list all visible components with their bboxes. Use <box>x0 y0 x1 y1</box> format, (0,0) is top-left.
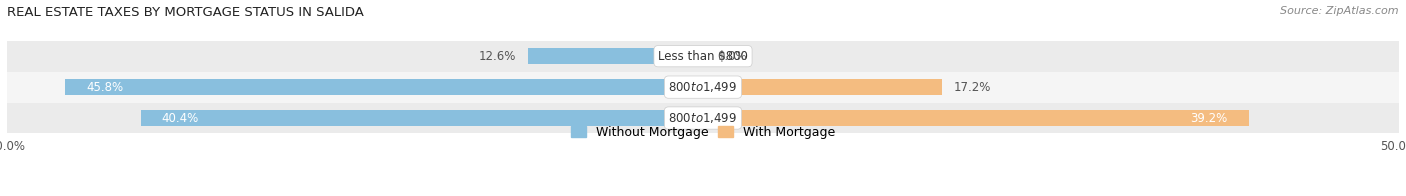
Bar <box>7 41 1399 72</box>
Text: Less than $800: Less than $800 <box>658 50 748 63</box>
Legend: Without Mortgage, With Mortgage: Without Mortgage, With Mortgage <box>571 126 835 139</box>
Bar <box>527 48 703 64</box>
Text: REAL ESTATE TAXES BY MORTGAGE STATUS IN SALIDA: REAL ESTATE TAXES BY MORTGAGE STATUS IN … <box>7 6 364 19</box>
Text: 12.6%: 12.6% <box>479 50 516 63</box>
Bar <box>66 79 703 95</box>
Text: 40.4%: 40.4% <box>162 112 198 124</box>
Text: Source: ZipAtlas.com: Source: ZipAtlas.com <box>1281 6 1399 16</box>
Bar <box>703 110 1249 126</box>
Text: 17.2%: 17.2% <box>953 81 991 94</box>
Bar <box>703 79 942 95</box>
Text: 39.2%: 39.2% <box>1191 112 1227 124</box>
Bar <box>141 110 703 126</box>
Bar <box>7 103 1399 133</box>
Text: 0.0%: 0.0% <box>717 50 747 63</box>
Text: $800 to $1,499: $800 to $1,499 <box>668 80 738 94</box>
Text: 45.8%: 45.8% <box>86 81 124 94</box>
Bar <box>7 72 1399 103</box>
Text: $800 to $1,499: $800 to $1,499 <box>668 111 738 125</box>
